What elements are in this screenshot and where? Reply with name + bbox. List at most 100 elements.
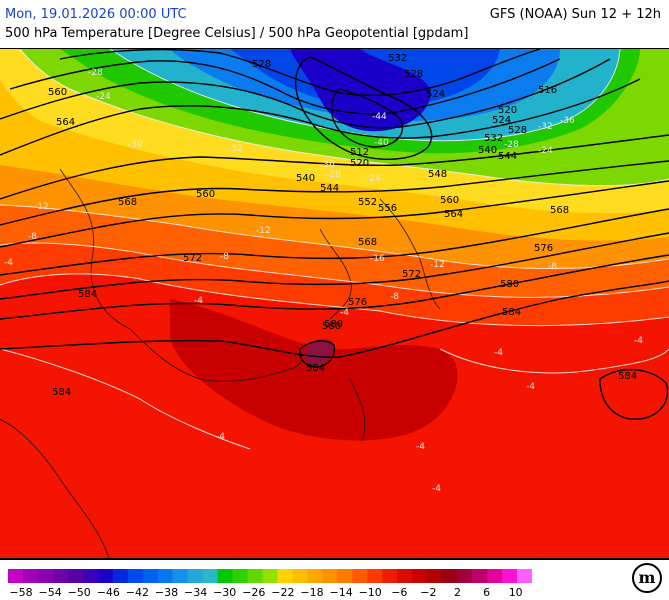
geopotential-label: 544 — [320, 183, 339, 194]
geopotential-label: 572 — [183, 253, 202, 264]
geopotential-label: 544 — [498, 151, 517, 162]
contour-584-south-cell — [299, 340, 336, 368]
geopotential-label: 524 — [492, 115, 511, 126]
legend-swatch — [82, 569, 99, 583]
coastline-mainland — [59, 168, 302, 382]
temperature-label: -36 — [320, 160, 335, 170]
legend-swatch — [397, 569, 413, 583]
geopotential-label: 520 — [498, 105, 517, 116]
isotherms — [0, 49, 669, 450]
legend-swatch — [97, 569, 114, 583]
legend-swatch — [487, 569, 503, 583]
temp-band-warm-max — [304, 339, 334, 366]
legend-tick-label: −50 — [67, 586, 91, 599]
temperature-label: -8 — [220, 252, 229, 262]
isotherm-m4-east — [439, 348, 669, 374]
temp-band-m44 — [290, 49, 431, 132]
contour-584 — [0, 280, 669, 358]
color-legend: −58 −54 −50 −46 −42 −38 −34 −30 −26 −22 −18 −14 −10−… — [0, 560, 669, 600]
isotherm-m4 — [0, 273, 669, 327]
geopotential-contours — [0, 49, 669, 420]
geopotential-label: 584 — [618, 371, 637, 382]
coastline-korea — [319, 228, 352, 320]
legend-swatch — [247, 569, 264, 583]
geopotential-label: 524 — [426, 89, 445, 100]
geopotential-label: 560 — [196, 189, 215, 200]
legend-tick-label: −46 — [96, 586, 120, 599]
legend-swatch — [412, 569, 428, 583]
geopotential-label: 548 — [428, 169, 447, 180]
contour-512-low — [330, 88, 404, 148]
temperature-label: -30 — [128, 140, 143, 150]
valid-time-label: Mon, 19.01.2026 00:00 UTC — [5, 7, 187, 22]
legend-swatch — [427, 569, 443, 583]
coastline-southwest — [0, 418, 110, 558]
legend-tick-label: −10 — [358, 586, 382, 599]
geopotential-label: 580 — [322, 321, 341, 332]
legend-swatch — [142, 569, 159, 583]
temperature-label: -4 — [526, 382, 535, 392]
isotherm-m32 — [109, 49, 621, 142]
legend-tick-label: 10 — [508, 586, 523, 599]
geopotential-label: 532 — [484, 133, 503, 144]
weather-map-canvas: 528 532 528 524 520 516 524 528 532 540 … — [0, 49, 669, 558]
temperature-label: -32 — [538, 122, 553, 132]
geopotential-label: 564 — [56, 117, 75, 128]
legend-swatch — [517, 569, 532, 583]
legend-swatch — [8, 569, 24, 583]
legend-tick-label: −58 — [9, 586, 33, 599]
contour-564 — [0, 160, 669, 226]
provider-logo: m — [632, 563, 662, 593]
temperature-label: -24 — [366, 174, 381, 184]
legend-swatch — [217, 569, 234, 583]
geopotential-label-group: 528 532 528 524 520 516 524 528 532 540 … — [48, 53, 637, 398]
contour-572 — [0, 208, 669, 276]
geopotential-label: 528 — [404, 69, 423, 80]
temperature-label: -4 — [416, 442, 425, 452]
geopotential-label: 568 — [358, 237, 377, 248]
temperature-label: -4 — [216, 432, 225, 442]
legend-tick-labels: −58 −54 −50 −46 −42 −38 −34 −30 −26 −22 −18 −14 −10−… — [0, 586, 669, 600]
legend-swatch — [37, 569, 54, 583]
temperature-label: -8 — [28, 232, 37, 242]
geopotential-label: 580 — [500, 279, 519, 290]
temperature-label: -8 — [548, 262, 557, 272]
geopotential-label: 576 — [534, 243, 553, 254]
coastline-islands — [349, 378, 366, 442]
geopotential-label: 516 — [538, 85, 557, 96]
legend-swatch — [262, 569, 278, 583]
contour-560 — [0, 134, 669, 200]
legend-tick-label: −26 — [242, 586, 266, 599]
legend-tick-label: −6 — [391, 586, 408, 599]
legend-swatch — [322, 569, 338, 583]
geopotential-label: 540 — [478, 145, 497, 156]
legend-tick-label: −34 — [183, 586, 208, 599]
geopotential-label: 560 — [48, 87, 67, 98]
legend-swatch — [502, 569, 518, 583]
legend-tick-label: −38 — [154, 586, 179, 599]
legend-swatch — [307, 569, 323, 583]
geopotential-label: 584 — [502, 307, 521, 318]
legend-swatch — [127, 569, 144, 583]
temperature-label: -36 — [560, 116, 575, 126]
legend-tick-label: −30 — [213, 586, 237, 599]
temperature-label: -40 — [374, 138, 389, 148]
temperature-label: -8 — [390, 292, 399, 302]
isotherm-m12 — [0, 204, 669, 270]
legend-swatch — [292, 569, 308, 583]
isotherm-m8 — [0, 242, 669, 298]
geopotential-label: 552 — [358, 197, 377, 208]
legend-tick-label: −14 — [329, 586, 353, 599]
legend-swatch — [277, 569, 293, 583]
geopotential-label: 528 — [508, 125, 527, 136]
geopotential-label: 572 — [402, 269, 421, 280]
geopotential-label: 564 — [444, 209, 463, 220]
model-run-label: GFS (NOAA) Sun 12 + 12h — [489, 7, 661, 22]
map-title: 500 hPa Temperature [Degree Celsius] / 5… — [5, 26, 469, 41]
temperature-label: -44 — [372, 112, 387, 122]
contour-584-east-cell — [599, 368, 669, 420]
legend-swatch — [352, 569, 368, 583]
weather-map[interactable]: 528 532 528 524 520 516 524 528 532 540 … — [0, 48, 669, 560]
geopotential-label: 560 — [440, 195, 459, 206]
contour-580 — [0, 254, 669, 320]
